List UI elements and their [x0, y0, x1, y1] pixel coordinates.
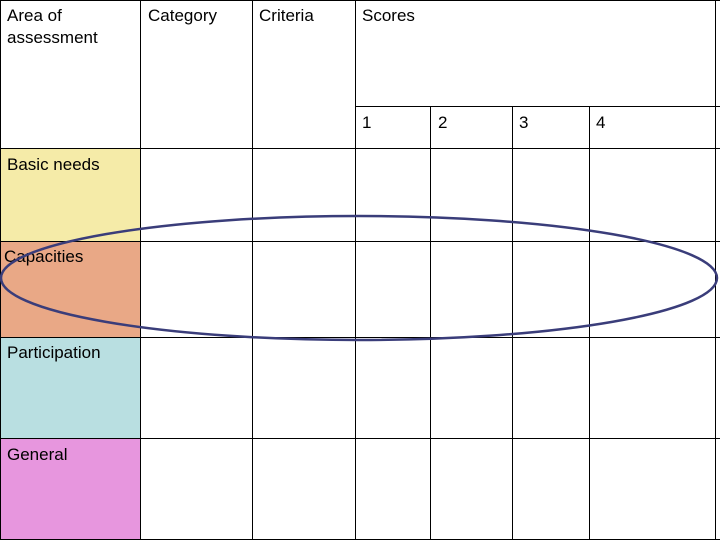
grid-line — [0, 438, 720, 439]
header-category: Category — [148, 6, 217, 25]
row-basic-needs-cell — [1, 148, 140, 241]
grid-line — [0, 337, 720, 338]
score-level-4: 4 — [596, 113, 606, 132]
grid-line — [430, 106, 431, 540]
header-scores: Scores — [362, 6, 415, 25]
score-level-3: 3 — [519, 113, 529, 132]
header-area-of-assessment: Area of assessment — [7, 6, 98, 47]
grid-line — [512, 106, 513, 540]
highlight-ellipse-shape — [0, 214, 719, 342]
grid-line — [355, 0, 356, 540]
header-criteria: Criteria — [259, 6, 314, 25]
row-general-cell — [1, 438, 140, 540]
grid-line — [140, 0, 141, 540]
row-label-general: General — [7, 445, 68, 464]
row-participation-cell — [1, 337, 140, 438]
row-label-basic-needs: Basic needs — [7, 155, 100, 174]
grid-line — [0, 0, 1, 540]
grid-line — [0, 241, 720, 242]
grid-line — [0, 148, 720, 149]
grid-line — [589, 106, 590, 540]
row-label-capacities: Capacities — [4, 247, 84, 266]
grid-line — [355, 106, 720, 107]
score-level-2: 2 — [438, 113, 448, 132]
grid-line — [0, 0, 720, 1]
score-level-1: 1 — [362, 113, 372, 132]
grid-line — [252, 0, 253, 540]
row-label-participation: Participation — [7, 343, 101, 362]
